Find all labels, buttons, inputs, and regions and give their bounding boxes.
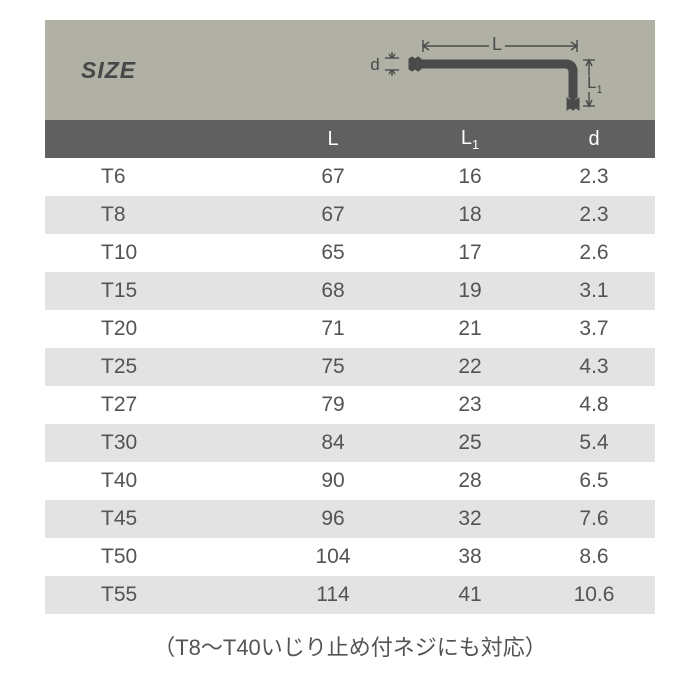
cell-L: 79 bbox=[259, 393, 407, 417]
size-heading: SIZE bbox=[81, 57, 136, 84]
cell-L: 68 bbox=[259, 279, 407, 303]
cell-L: 104 bbox=[259, 545, 407, 569]
cell-d: 5.4 bbox=[533, 431, 655, 455]
column-header-row: L L1 d bbox=[45, 120, 655, 158]
cell-L1: 41 bbox=[407, 583, 533, 607]
lkey-diagram-icon: L d bbox=[359, 30, 607, 114]
cell-d: 2.3 bbox=[533, 165, 655, 189]
table-row: T867182.3 bbox=[45, 196, 655, 234]
cell-L: 67 bbox=[259, 203, 407, 227]
cell-size: T27 bbox=[45, 393, 259, 417]
table-row: T1065172.6 bbox=[45, 234, 655, 272]
cell-size: T40 bbox=[45, 469, 259, 493]
cell-d: 2.6 bbox=[533, 241, 655, 265]
table-row: T4596327.6 bbox=[45, 500, 655, 538]
column-header-L1: L1 bbox=[407, 127, 533, 152]
cell-L: 65 bbox=[259, 241, 407, 265]
cell-L1: 21 bbox=[407, 317, 533, 341]
table-row: T667162.3 bbox=[45, 158, 655, 196]
table-row: T4090286.5 bbox=[45, 462, 655, 500]
table-row: T2779234.8 bbox=[45, 386, 655, 424]
cell-d: 6.5 bbox=[533, 469, 655, 493]
table-row: T2575224.3 bbox=[45, 348, 655, 386]
cell-size: T25 bbox=[45, 355, 259, 379]
column-header-L: L bbox=[259, 128, 407, 151]
cell-size: T10 bbox=[45, 241, 259, 265]
cell-L: 114 bbox=[259, 583, 407, 607]
cell-L: 67 bbox=[259, 165, 407, 189]
cell-L1: 32 bbox=[407, 507, 533, 531]
cell-size: T55 bbox=[45, 583, 259, 607]
table-row: T2071213.7 bbox=[45, 310, 655, 348]
cell-size: T8 bbox=[45, 203, 259, 227]
cell-size: T30 bbox=[45, 431, 259, 455]
header-band: SIZE L d bbox=[45, 20, 655, 120]
cell-L: 71 bbox=[259, 317, 407, 341]
cell-L1: 22 bbox=[407, 355, 533, 379]
cell-L1: 16 bbox=[407, 165, 533, 189]
cell-d: 4.3 bbox=[533, 355, 655, 379]
cell-L1: 17 bbox=[407, 241, 533, 265]
cell-d: 2.3 bbox=[533, 203, 655, 227]
cell-size: T20 bbox=[45, 317, 259, 341]
cell-size: T45 bbox=[45, 507, 259, 531]
spec-table: SIZE L d bbox=[45, 20, 655, 662]
table-row: T50104388.6 bbox=[45, 538, 655, 576]
cell-L: 84 bbox=[259, 431, 407, 455]
cell-size: T6 bbox=[45, 165, 259, 189]
table-row: T1568193.1 bbox=[45, 272, 655, 310]
table-row: T551144110.6 bbox=[45, 576, 655, 614]
cell-d: 3.1 bbox=[533, 279, 655, 303]
footnote-text: （T8～T40いじり止め付ネジにも対応） bbox=[45, 630, 655, 662]
column-header-d: d bbox=[533, 128, 655, 151]
cell-L: 96 bbox=[259, 507, 407, 531]
cell-d: 4.8 bbox=[533, 393, 655, 417]
cell-L1: 18 bbox=[407, 203, 533, 227]
cell-L1: 25 bbox=[407, 431, 533, 455]
cell-d: 10.6 bbox=[533, 583, 655, 607]
table-row: T3084255.4 bbox=[45, 424, 655, 462]
table-body: T667162.3T867182.3T1065172.6T1568193.1T2… bbox=[45, 158, 655, 614]
cell-L1: 28 bbox=[407, 469, 533, 493]
cell-L: 75 bbox=[259, 355, 407, 379]
cell-d: 8.6 bbox=[533, 545, 655, 569]
diagram-d-label: d bbox=[370, 55, 379, 74]
cell-d: 7.6 bbox=[533, 507, 655, 531]
cell-L: 90 bbox=[259, 469, 407, 493]
cell-L1: 38 bbox=[407, 545, 533, 569]
diagram-L-label: L bbox=[492, 34, 502, 54]
cell-L1: 23 bbox=[407, 393, 533, 417]
cell-size: T50 bbox=[45, 545, 259, 569]
cell-d: 3.7 bbox=[533, 317, 655, 341]
cell-size: T15 bbox=[45, 279, 259, 303]
cell-L1: 19 bbox=[407, 279, 533, 303]
